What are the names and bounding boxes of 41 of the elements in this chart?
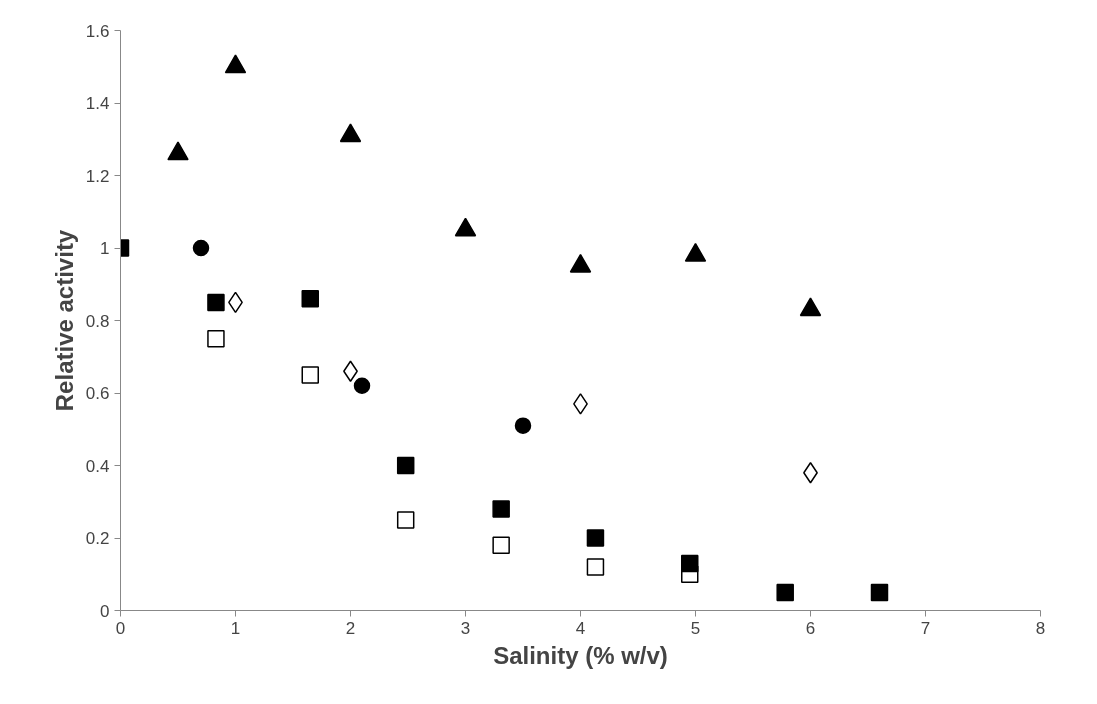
- point: [681, 554, 699, 573]
- point: [514, 417, 532, 434]
- x-tick-label: 6: [805, 618, 816, 638]
- point: [192, 239, 210, 257]
- point: [776, 583, 794, 602]
- x-tick-label: 3: [460, 618, 471, 638]
- y-tick-label: 0: [100, 601, 110, 621]
- y-axis-title: Relative activity: [50, 229, 78, 412]
- x-tick-label: 2: [345, 618, 356, 638]
- x-tick-label: 0: [115, 618, 126, 638]
- point: [396, 456, 415, 475]
- x-tick-label: 5: [690, 618, 701, 638]
- point: [870, 583, 889, 602]
- point: [167, 141, 189, 161]
- y-tick-label: 1: [100, 239, 110, 258]
- y-tick-label: 1.2: [85, 166, 110, 186]
- point: [396, 511, 415, 529]
- point: [492, 536, 510, 554]
- point: [301, 290, 319, 308]
- y-tick-label: 1.6: [85, 21, 110, 41]
- point: [207, 293, 225, 312]
- y-tick-label: 0.6: [85, 384, 110, 403]
- x-axis-title: Salinity (% w/v): [493, 641, 668, 669]
- point: [353, 377, 371, 394]
- point: [339, 123, 362, 143]
- point: [586, 529, 605, 547]
- x-tick-label: 7: [920, 618, 931, 638]
- y-tick-label: 0.4: [85, 456, 110, 476]
- point: [492, 500, 510, 518]
- point: [224, 54, 247, 74]
- point: [586, 558, 605, 576]
- point: [454, 217, 477, 237]
- x-tick-label: 1: [230, 618, 241, 638]
- y-tick-label: 1.4: [85, 94, 110, 113]
- y-tick-label: 0.2: [85, 529, 110, 548]
- y-tick-label: 0.8: [85, 311, 110, 331]
- point: [207, 329, 225, 348]
- point: [301, 366, 319, 384]
- x-tick-label: 8: [1035, 618, 1046, 638]
- x-tick-label: 4: [575, 618, 586, 638]
- point: [799, 297, 822, 317]
